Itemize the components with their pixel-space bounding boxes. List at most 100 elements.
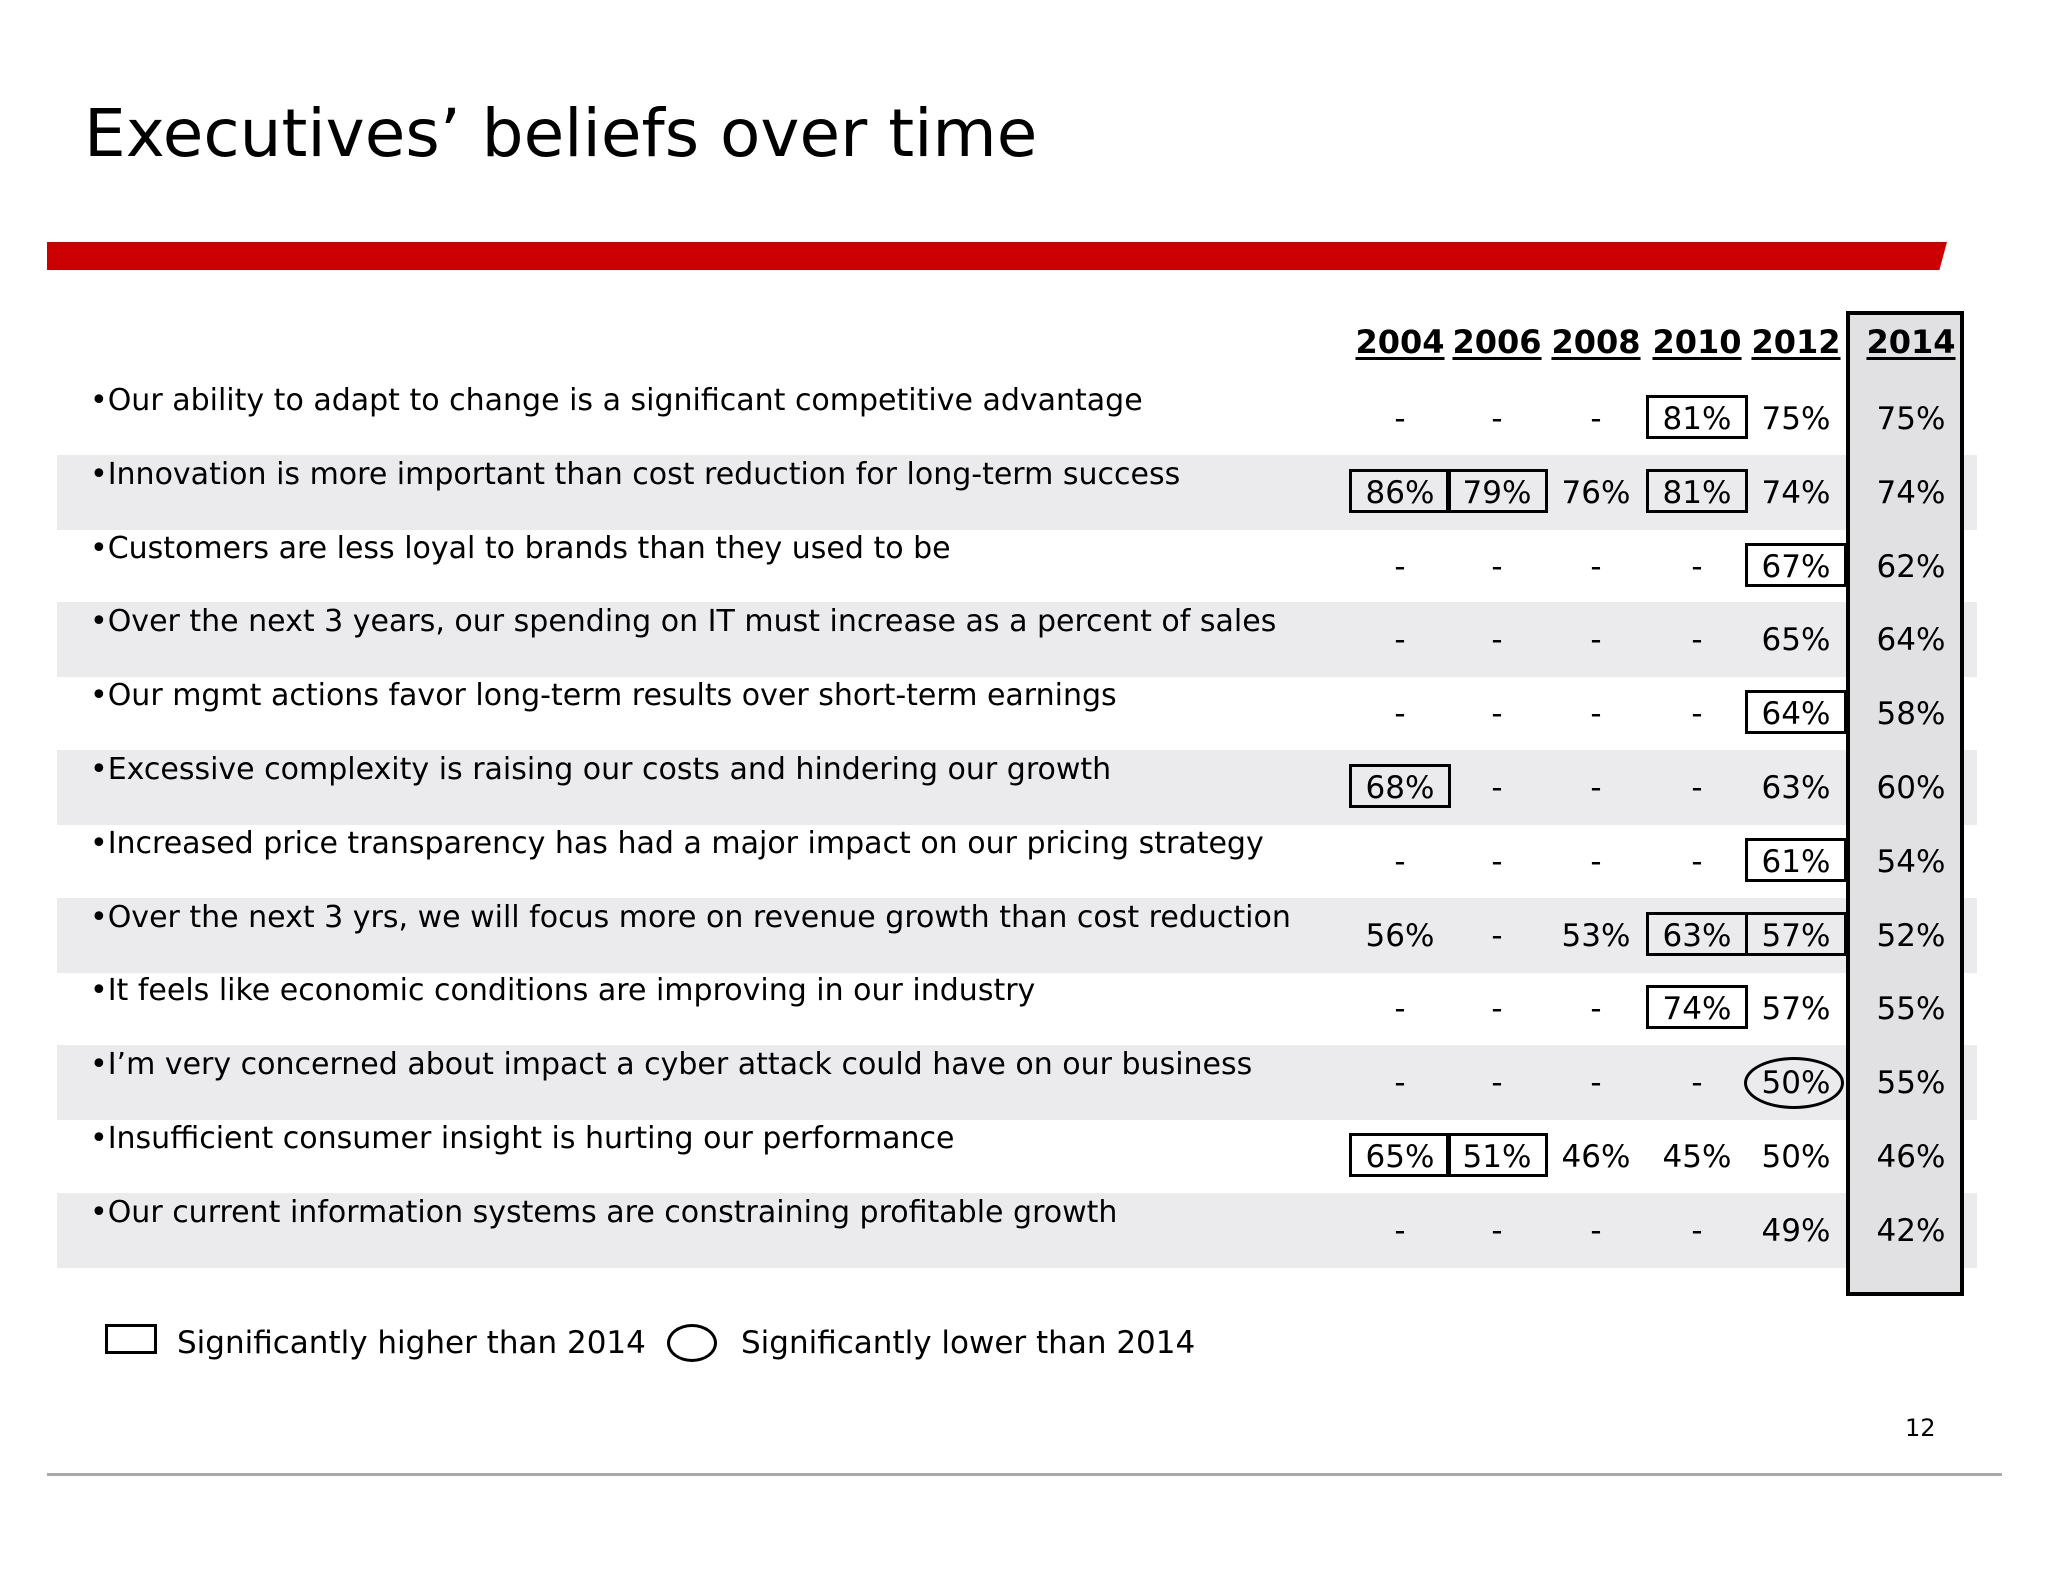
- year-header-2010: 2010: [1652, 323, 1742, 361]
- value-cell-2012: 50%: [1744, 1136, 1848, 1178]
- cell-value: 64%: [1876, 622, 1946, 658]
- value-cell-2010: 63%: [1645, 912, 1749, 957]
- table-row: •I’m very concerned about impact a cyber…: [0, 1044, 2048, 1118]
- cell-value: -: [1491, 549, 1503, 585]
- cell-value: 76%: [1561, 475, 1631, 511]
- value-cell-2010: -: [1645, 1062, 1749, 1104]
- cell-value: -: [1590, 1065, 1602, 1101]
- value-cell-2014: 64%: [1859, 619, 1963, 661]
- significantly-higher-marker: [1349, 764, 1451, 808]
- square-icon: [105, 1324, 157, 1354]
- value-cell-2010: -: [1645, 767, 1749, 809]
- significantly-higher-marker: [1745, 838, 1847, 882]
- value-cell-2004: 86%: [1348, 469, 1452, 514]
- cell-value: 45%: [1662, 1139, 1732, 1175]
- significantly-higher-marker: [1446, 1133, 1548, 1177]
- value-cell-2004: -: [1348, 1062, 1452, 1104]
- cell-value: -: [1691, 549, 1703, 585]
- value-cell-2010: -: [1645, 1210, 1749, 1252]
- cell-value: 81%: [1662, 475, 1732, 511]
- cell-value: 55%: [1876, 991, 1946, 1027]
- row-statement: •Insufficient consumer insight is hurtin…: [90, 1121, 955, 1156]
- table-row: •Over the next 3 yrs, we will focus more…: [0, 897, 2048, 971]
- cell-value: -: [1590, 770, 1602, 806]
- row-band: [57, 750, 1977, 825]
- value-cell-2008: 53%: [1544, 915, 1648, 957]
- value-cell-2012: 64%: [1744, 690, 1848, 735]
- value-cell-2014: 75%: [1859, 398, 1963, 440]
- cell-value: 65%: [1365, 1139, 1435, 1175]
- cell-value: 52%: [1876, 918, 1946, 954]
- cell-value: 57%: [1761, 991, 1831, 1027]
- value-cell-2006: -: [1445, 915, 1549, 957]
- table-row: •Our ability to adapt to change is a sig…: [0, 380, 2048, 454]
- value-cell-2010: -: [1645, 619, 1749, 661]
- cell-value: 62%: [1876, 549, 1946, 585]
- value-cell-2006: -: [1445, 988, 1549, 1030]
- page-number: 12: [1905, 1414, 1936, 1442]
- highlight-column-2014: [1846, 311, 1964, 1296]
- value-cell-2012: 61%: [1744, 838, 1848, 883]
- row-statement: •Over the next 3 years, our spending on …: [90, 604, 1277, 639]
- row-band: [57, 602, 1977, 677]
- value-cell-2008: -: [1544, 546, 1648, 588]
- significantly-higher-marker: [1646, 395, 1748, 439]
- cell-value: -: [1394, 622, 1406, 658]
- cell-value: 86%: [1365, 475, 1435, 511]
- row-band: [57, 455, 1977, 530]
- significantly-higher-marker: [1745, 690, 1847, 734]
- cell-value: -: [1491, 696, 1503, 732]
- value-cell-2014: 46%: [1859, 1136, 1963, 1178]
- row-band: [57, 1045, 1977, 1120]
- value-cell-2012: 67%: [1744, 543, 1848, 588]
- value-cell-2006: -: [1445, 841, 1549, 883]
- page-title: Executives’ beliefs over time: [84, 95, 1038, 172]
- row-statement: •Increased price transparency has had a …: [90, 826, 1264, 861]
- cell-value: -: [1590, 622, 1602, 658]
- cell-value: -: [1491, 1213, 1503, 1249]
- value-cell-2008: -: [1544, 1210, 1648, 1252]
- cell-value: -: [1691, 622, 1703, 658]
- value-cell-2012: 75%: [1744, 398, 1848, 440]
- cell-value: -: [1590, 1213, 1602, 1249]
- table-row: •Increased price transparency has had a …: [0, 823, 2048, 897]
- cell-value: -: [1691, 770, 1703, 806]
- value-cell-2010: -: [1645, 693, 1749, 735]
- cell-value: -: [1491, 991, 1503, 1027]
- value-cell-2006: -: [1445, 767, 1549, 809]
- table-row: •It feels like economic conditions are i…: [0, 970, 2048, 1044]
- table-row: •Innovation is more important than cost …: [0, 454, 2048, 528]
- significantly-higher-marker: [1349, 469, 1451, 513]
- year-header-2008: 2008: [1551, 323, 1641, 361]
- value-cell-2010: -: [1645, 546, 1749, 588]
- value-cell-2004: 68%: [1348, 764, 1452, 809]
- cell-value: 49%: [1761, 1213, 1831, 1249]
- value-cell-2010: 74%: [1645, 985, 1749, 1030]
- value-cell-2004: -: [1348, 841, 1452, 883]
- row-statement: •Our ability to adapt to change is a sig…: [90, 383, 1143, 418]
- year-header-2014: 2014: [1866, 323, 1956, 361]
- value-cell-2004: -: [1348, 546, 1452, 588]
- value-cell-2006: -: [1445, 398, 1549, 440]
- row-band: [57, 898, 1977, 973]
- value-cell-2008: 46%: [1544, 1136, 1648, 1178]
- table-row: •Excessive complexity is raising our cos…: [0, 749, 2048, 823]
- value-cell-2014: 42%: [1859, 1210, 1963, 1252]
- cell-value: -: [1491, 401, 1503, 437]
- cell-value: -: [1491, 622, 1503, 658]
- cell-value: -: [1590, 991, 1602, 1027]
- value-cell-2006: -: [1445, 1210, 1549, 1252]
- significantly-higher-marker: [1349, 1133, 1451, 1177]
- significantly-higher-marker: [1745, 543, 1847, 587]
- value-cell-2006: -: [1445, 1062, 1549, 1104]
- row-statement: •Our current information systems are con…: [90, 1195, 1118, 1230]
- value-cell-2008: 76%: [1544, 472, 1648, 514]
- cell-value: 75%: [1761, 401, 1831, 437]
- value-cell-2014: 55%: [1859, 988, 1963, 1030]
- value-cell-2004: 65%: [1348, 1133, 1452, 1178]
- value-cell-2012: 74%: [1744, 472, 1848, 514]
- value-cell-2008: -: [1544, 1062, 1648, 1104]
- cell-value: 60%: [1876, 770, 1946, 806]
- cell-value: -: [1394, 696, 1406, 732]
- significantly-higher-marker: [1646, 985, 1748, 1029]
